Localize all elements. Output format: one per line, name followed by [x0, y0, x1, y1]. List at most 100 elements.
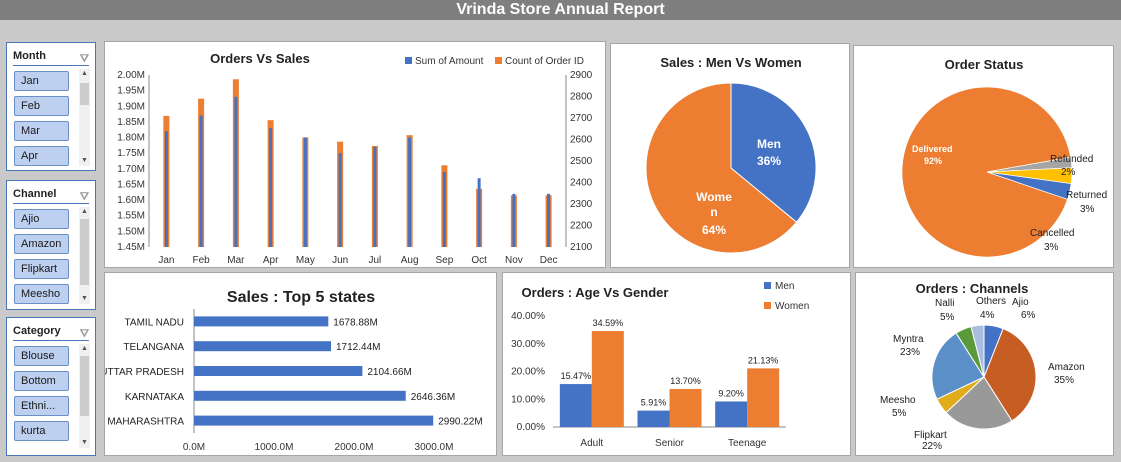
bar-value-label: 2646.36M [411, 392, 455, 403]
state-bar [194, 366, 363, 376]
slicer-item[interactable]: Apr [14, 146, 69, 166]
left-tick-label: 1.50M [117, 226, 145, 237]
bar-sum-of-amount [442, 171, 446, 247]
age-gender-bar [715, 401, 748, 427]
clear-filter-icon[interactable]: ⛛ [79, 53, 89, 65]
bar-sum-of-amount [373, 146, 377, 247]
slice-label: Amazon [1048, 362, 1085, 373]
slicer-item[interactable]: Flipkart [14, 259, 69, 279]
x-tick-label: Aug [401, 255, 419, 266]
scroll-thumb[interactable] [80, 219, 89, 285]
bar-sum-of-amount [303, 137, 307, 247]
bar-sum-of-amount [234, 96, 238, 248]
bar-value-label: 9.20% [718, 388, 744, 398]
bar-sum-of-amount [338, 153, 342, 247]
age-gender-bar [669, 388, 702, 427]
x-tick-label: Oct [471, 255, 487, 266]
slice-value: 5% [940, 312, 955, 323]
slicer-item[interactable]: Blouse [14, 346, 69, 366]
slice-label: Cancelled [1030, 228, 1074, 239]
slicer-item[interactable]: Ethni... [14, 396, 69, 416]
bar-sum-of-amount [199, 115, 203, 248]
pie-slice [970, 324, 985, 378]
slicer-item[interactable]: kurta [14, 421, 69, 441]
slice-label: Returned [1066, 190, 1107, 201]
pie-slice [945, 376, 1013, 430]
right-tick-label: 2900 [570, 70, 593, 81]
scroll-up-icon[interactable]: ▲ [81, 70, 88, 77]
y-tick-label: MAHARASHTRA [107, 417, 184, 428]
bar-sum-of-amount [269, 128, 273, 247]
age-gender-bar [747, 368, 780, 427]
scroll-down-icon[interactable]: ▼ [81, 157, 88, 164]
right-tick-label: 2800 [570, 92, 593, 103]
legend-label: Women [775, 301, 809, 312]
right-tick-label: 2100 [570, 242, 593, 253]
x-tick-label: 1000.0M [255, 442, 294, 453]
left-tick-label: 1.60M [117, 195, 145, 206]
slicer-category[interactable]: Category ⛛ Blouse Bottom Ethni... kurta ▲… [6, 317, 96, 456]
clear-filter-icon[interactable]: ⛛ [79, 328, 89, 340]
age-gender-bar [637, 410, 670, 427]
slice-label: Flipkart [914, 430, 947, 441]
slicer-title: Channel [13, 188, 57, 200]
scroll-down-icon[interactable]: ▼ [81, 439, 88, 446]
left-tick-label: 1.65M [117, 179, 145, 190]
x-tick-label: 0.0M [183, 442, 205, 453]
slicer-item[interactable]: Feb [14, 96, 69, 116]
slicer-channel[interactable]: Channel ⛛ Ajio Amazon Flipkart Meesho ▲ ▼ [6, 180, 96, 310]
slicer-item[interactable]: Amazon [14, 234, 69, 254]
chart-title: Sales : Top 5 states [227, 289, 375, 306]
left-tick-label: 1.70M [117, 164, 145, 175]
legend-label: Count of Order ID [505, 56, 584, 67]
slicer-scrollbar[interactable]: ▲ ▼ [79, 344, 90, 448]
bar-sum-of-amount [547, 193, 551, 247]
slice-label: Meesho [880, 395, 916, 406]
orders-vs-sales-panel: Orders Vs Sales Sum of Amount Count of Ord… [104, 41, 606, 268]
bar-sum-of-amount [477, 178, 481, 247]
scroll-thumb[interactable] [80, 83, 89, 105]
slice-value: 5% [892, 408, 907, 419]
scroll-up-icon[interactable]: ▲ [81, 208, 88, 215]
pie-slice [901, 86, 1072, 258]
slicer-item[interactable]: Mar [14, 121, 69, 141]
left-tick-label: 1.75M [117, 148, 145, 159]
x-tick-label: Dec [540, 255, 558, 266]
left-tick-label: 1.90M [117, 101, 145, 112]
scroll-up-icon[interactable]: ▲ [81, 345, 88, 352]
slice-value: 2% [1061, 167, 1076, 178]
bar-value-label: 13.70% [670, 376, 701, 386]
slicer-item[interactable]: Meesho [14, 284, 69, 304]
state-bar [194, 390, 406, 401]
bar-sum-of-amount [164, 131, 168, 247]
slicer-item[interactable]: Ajio [14, 209, 69, 229]
left-tick-label: 1.80M [117, 133, 145, 144]
y-tick-label: TELANGANA [123, 342, 184, 353]
bar-value-label: 1678.88M [333, 317, 377, 328]
bar-value-label: 2104.66M [367, 367, 411, 378]
slicer-item[interactable]: Bottom [14, 371, 69, 391]
bar-sum-of-amount [408, 137, 412, 247]
x-tick-label: Jul [368, 255, 381, 266]
x-tick-label: Apr [263, 255, 279, 266]
y-tick-label: KARNATAKA [125, 392, 184, 403]
slicer-month[interactable]: Month ⛛ Jan Feb Mar Apr ▲ ▼ [6, 42, 96, 171]
chart-title: Sales : Men Vs Women [660, 55, 801, 70]
slicer-title: Month [13, 50, 46, 62]
slicer-item[interactable]: Jan [14, 71, 69, 91]
x-tick-label: Adult [580, 438, 603, 449]
bar-value-label: 34.59% [593, 318, 624, 328]
state-bar [194, 316, 329, 327]
scroll-thumb[interactable] [80, 356, 89, 416]
scroll-down-icon[interactable]: ▼ [81, 295, 88, 302]
legend-label: Sum of Amount [415, 56, 484, 67]
clear-filter-icon[interactable]: ⛛ [79, 191, 89, 203]
y-tick-label: 40.00% [511, 311, 545, 322]
slicer-scrollbar[interactable]: ▲ ▼ [79, 207, 90, 304]
slice-value: 3% [1080, 204, 1095, 215]
x-tick-label: 3000.0M [415, 442, 454, 453]
slicer-scrollbar[interactable]: ▲ ▼ [79, 69, 90, 166]
bar-value-label: 1712.44M [336, 342, 380, 353]
report-title: Vrinda Store Annual Report [0, 0, 1121, 20]
